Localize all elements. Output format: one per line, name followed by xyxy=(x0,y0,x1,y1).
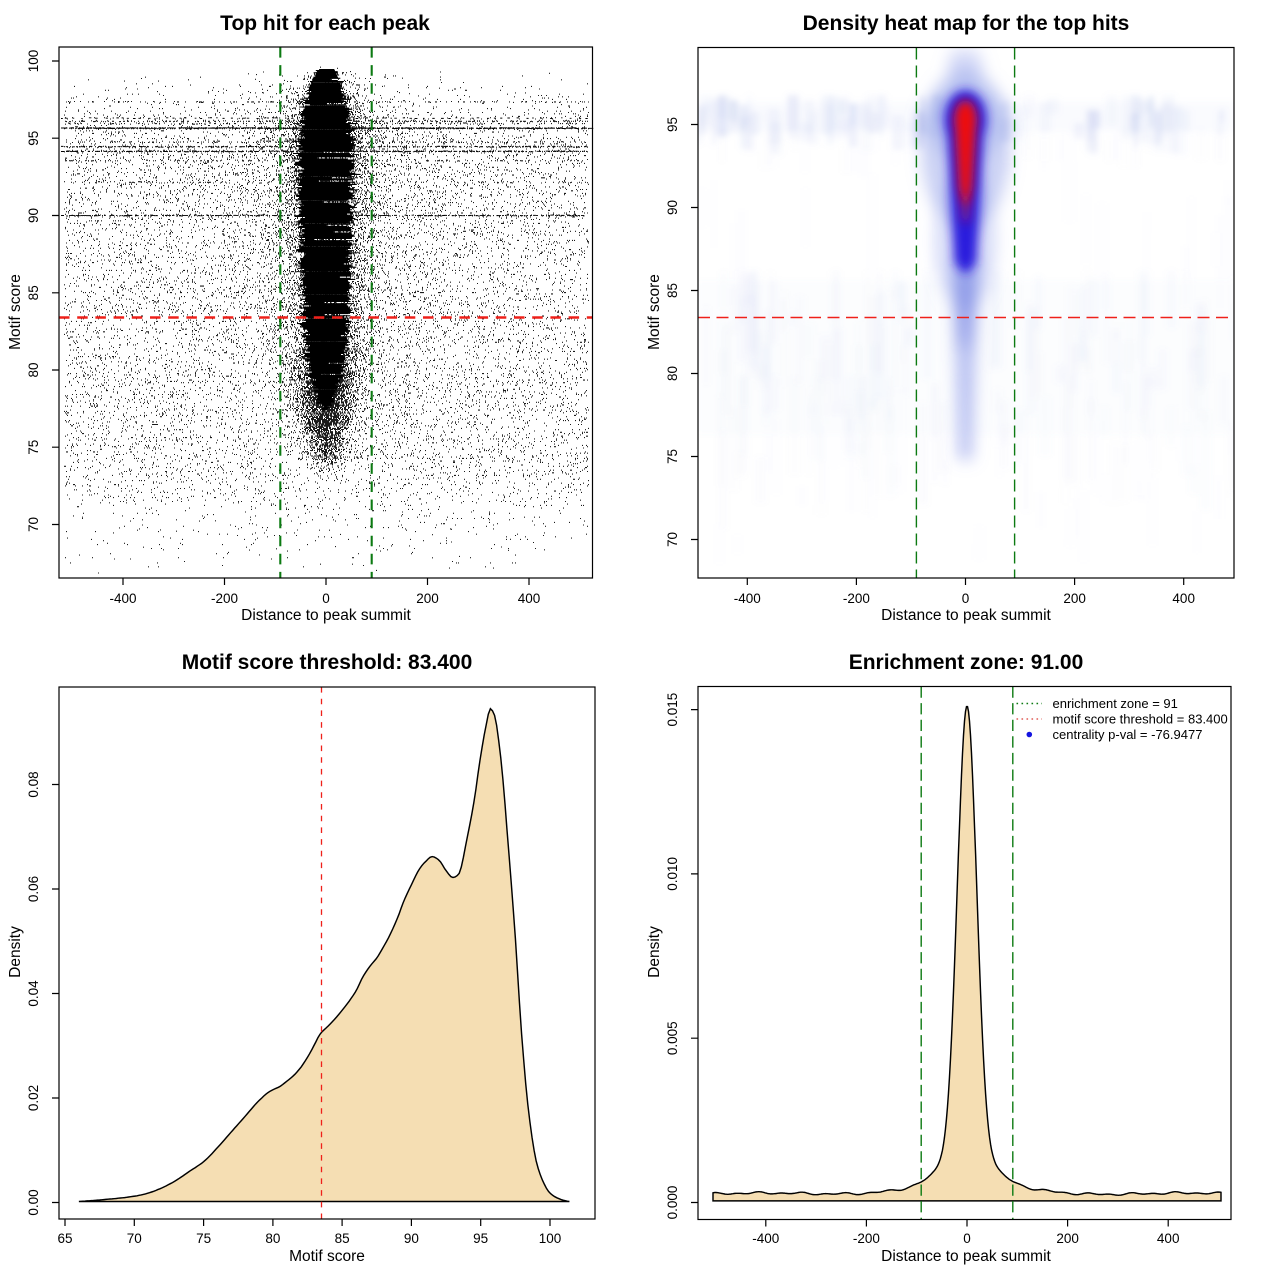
svg-text:200: 200 xyxy=(1056,1231,1079,1246)
svg-text:70: 70 xyxy=(127,1231,142,1246)
svg-text:65: 65 xyxy=(57,1231,72,1246)
svg-text:400: 400 xyxy=(518,591,541,606)
svg-text:85: 85 xyxy=(335,1231,350,1246)
svg-text:-200: -200 xyxy=(853,1231,880,1246)
svg-text:70: 70 xyxy=(665,532,680,547)
svg-text:motif score threshold = 83.400: motif score threshold = 83.400 xyxy=(1053,712,1228,727)
svg-text:Density heat map for the top h: Density heat map for the top hits xyxy=(803,12,1130,35)
svg-text:-200: -200 xyxy=(211,591,238,606)
svg-text:enrichment zone = 91: enrichment zone = 91 xyxy=(1053,696,1178,711)
svg-text:200: 200 xyxy=(1063,591,1086,606)
svg-text:80: 80 xyxy=(665,366,680,381)
svg-text:100: 100 xyxy=(26,50,41,73)
svg-text:Distance to peak summit: Distance to peak summit xyxy=(881,607,1051,624)
svg-text:Motif score threshold: 83.400: Motif score threshold: 83.400 xyxy=(182,651,473,674)
svg-text:0.000: 0.000 xyxy=(665,1186,680,1220)
svg-text:0.015: 0.015 xyxy=(665,693,680,727)
svg-text:-400: -400 xyxy=(109,591,136,606)
svg-text:Motif score: Motif score xyxy=(7,274,24,350)
svg-text:75: 75 xyxy=(196,1231,211,1246)
svg-text:90: 90 xyxy=(26,208,41,223)
svg-text:Distance to peak summit: Distance to peak summit xyxy=(241,607,411,624)
svg-text:centrality p-val = -76.9477: centrality p-val = -76.9477 xyxy=(1053,727,1203,742)
svg-text:0: 0 xyxy=(322,591,330,606)
svg-text:Motif score: Motif score xyxy=(646,274,663,350)
svg-text:0.00: 0.00 xyxy=(26,1189,41,1215)
svg-text:75: 75 xyxy=(26,440,41,455)
svg-text:400: 400 xyxy=(1157,1231,1180,1246)
svg-text:Enrichment zone: 91.00: Enrichment zone: 91.00 xyxy=(849,651,1084,674)
svg-text:0.010: 0.010 xyxy=(665,857,680,891)
svg-text:Density: Density xyxy=(646,926,663,978)
svg-text:90: 90 xyxy=(665,200,680,215)
svg-text:0: 0 xyxy=(963,1231,971,1246)
svg-text:Distance to peak summit: Distance to peak summit xyxy=(881,1248,1051,1265)
svg-text:95: 95 xyxy=(665,117,680,132)
svg-text:0: 0 xyxy=(962,591,970,606)
svg-text:-200: -200 xyxy=(843,591,870,606)
svg-text:90: 90 xyxy=(404,1231,419,1246)
svg-text:100: 100 xyxy=(539,1231,562,1246)
svg-text:95: 95 xyxy=(473,1231,488,1246)
svg-text:70: 70 xyxy=(26,517,41,532)
svg-text:Top hit for each peak: Top hit for each peak xyxy=(220,12,430,35)
svg-text:0.04: 0.04 xyxy=(26,980,41,1007)
svg-text:400: 400 xyxy=(1172,591,1195,606)
svg-text:85: 85 xyxy=(665,283,680,298)
svg-text:95: 95 xyxy=(26,131,41,146)
svg-text:0.005: 0.005 xyxy=(665,1021,680,1055)
svg-text:85: 85 xyxy=(26,285,41,300)
svg-text:80: 80 xyxy=(265,1231,280,1246)
svg-text:200: 200 xyxy=(416,591,439,606)
svg-text:75: 75 xyxy=(665,449,680,464)
svg-text:-400: -400 xyxy=(752,1231,779,1246)
svg-text:-400: -400 xyxy=(734,591,761,606)
svg-text:0.02: 0.02 xyxy=(26,1085,41,1111)
svg-text:Motif score: Motif score xyxy=(289,1248,365,1265)
svg-text:80: 80 xyxy=(26,362,41,377)
svg-text:Density: Density xyxy=(7,926,24,978)
svg-text:0.06: 0.06 xyxy=(26,876,41,902)
svg-text:0.08: 0.08 xyxy=(26,771,41,797)
